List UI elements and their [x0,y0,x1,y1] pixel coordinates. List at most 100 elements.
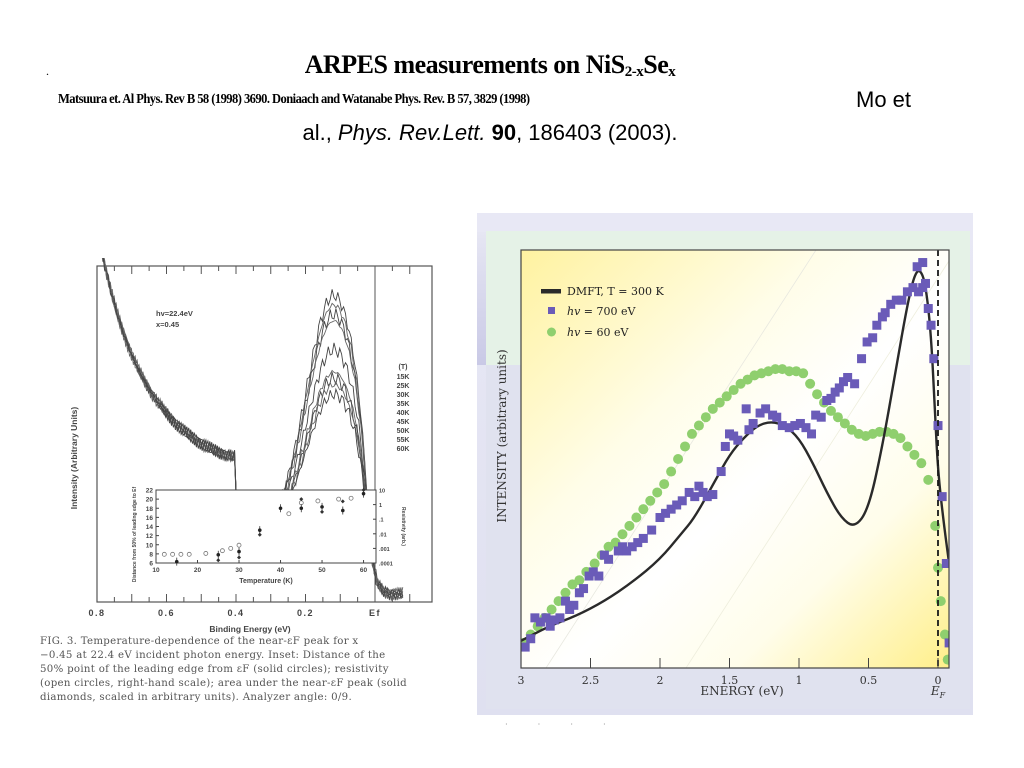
citation-line-1: Matsuura et. Al Phys. Rev B 58 (1998) 36… [58,87,911,112]
inset-solid-diamond [340,499,345,504]
slide-title: ARPES measurements on NiS2-xSex [0,50,980,81]
hv60-point [659,479,670,490]
x-tick-label: 0.5 [860,674,878,687]
hv700-point [672,500,682,510]
x-tick-label: 2 [657,674,664,687]
hv700-point [684,487,694,497]
hv700-point [929,354,939,364]
legend-entry: 35K [397,401,410,408]
legend-entry: 40K [397,410,410,417]
left-chart-svg: Intensity (Arbitrary Units) hv=22.4eV x=… [69,219,433,634]
hv700-point [826,393,836,403]
inset-solid-diamond [299,497,304,502]
hv60-point [680,441,691,452]
left-x-axis-label: Binding Energy (eV) [209,624,290,634]
hv700-point [795,418,805,428]
citation-references: Matsuura et. Al Phys. Rev B 58 (1998) 36… [58,91,530,106]
hv60-point [631,512,642,523]
hv700-point [694,481,704,491]
inset-y-axis-label: Distance from 50% of leading edge to Ef [132,487,138,583]
inset-chart: 6 8 10 12 14 16 18 20 22 10 1 .1 .01 .001 .0001 10 20 30 4… [132,487,406,585]
hv60-point [624,520,635,531]
legend-dmft-label: DMFT, T = 300 K [567,285,664,298]
hv700-point [526,634,536,644]
hv60-point [874,426,885,437]
inset-open-circle [236,542,242,548]
hv60-point [916,458,927,469]
inset-y-tick-label: 18 [146,506,154,513]
hv700-point [720,441,730,451]
hv700-point [843,372,853,382]
citation-journal: Phys. Rev.Lett. [337,120,486,145]
caption-line: 50% point of the leading edge from εF (s… [40,664,389,675]
citation-mo-et: Mo et [856,87,912,112]
hv700-point [926,320,936,330]
inset-open-circle [203,551,209,556]
inset-solid-circle [174,559,179,564]
fermi-energy-label: EF [930,684,946,700]
inset-open-circle [228,545,234,551]
hv60-point [784,366,795,377]
right-plot-background [521,250,949,668]
title-mid: Se [643,50,669,79]
inset-solid-circle [320,505,324,509]
hv700-point [790,421,800,431]
hv700-point [755,408,765,418]
inset-solid-circle [237,549,241,554]
x-tick-label: 0 [935,674,942,687]
hv700-point [920,278,930,288]
hv700-point [530,613,540,623]
hv700-point [941,559,949,568]
caption-line: diamonds, scaled in arbitrary units). An… [40,692,352,703]
caption-line: (open circles, right-hand scale); area u… [40,678,407,689]
hv700-point [744,425,754,435]
hv700-point [902,287,912,297]
temperature-legend: (T) 15K 25K 30K 35K 40K 45K 50K 55K 60K [397,364,410,453]
left-ticks [96,266,411,602]
inset-y2-tick-label: 1 [379,503,382,509]
hv700-point [627,542,637,552]
hv700-point [569,600,579,610]
x-tick-label: 0.6 [158,608,175,618]
inset-solid-diamond [216,558,221,563]
inset-y2-tick-label: .01 [379,532,387,538]
inset-y2-tick-label: .0001 [379,562,393,568]
inset-solid-diamond [361,488,366,492]
citation-suffix: , 186403 (2003). [516,120,678,145]
hv700-point [555,613,565,623]
hv700-point [690,492,700,502]
inset-frame [155,489,377,564]
legend-hv700-label: hv = 700 eV [567,305,637,318]
hv700-point [733,435,743,445]
right-chart-svg: 3 2.5 2 1.5 1 0.5 0 ENERGY (eV) EF INTENSITY (… [495,249,950,700]
inset-x-tick-label: 40 [277,567,285,574]
right-x-ticks: 3 2.5 2 1.5 1 0.5 0 [518,658,942,687]
hv700-point [880,308,890,318]
inset-open-circle [178,551,184,557]
hv60-point [673,454,684,464]
hv700-point [923,304,933,314]
hv700-point [560,596,570,606]
hv700-point [661,508,671,518]
inset-x-tick-label: 60 [360,567,368,574]
x-tick-label: 0.8 [88,608,105,618]
hv700-point [594,571,604,581]
inset-y-tick-label: 10 [146,542,154,549]
hv60-point [700,412,711,423]
legend-entry: 60K [397,446,410,453]
right-x-axis-label: ENERGY (eV) [700,684,783,698]
x-tick-label: Ef [369,608,381,618]
hv700-point [937,492,947,502]
inset-solid-circle [340,508,345,513]
right-plot-frame [520,249,950,669]
left-plot-frame [96,265,433,603]
hv60-point [933,562,943,573]
hv60-point [812,389,823,400]
legend-entry: 45K [397,419,410,426]
hv700-point [777,421,787,431]
hv60-point [728,385,739,396]
inset-solid-circle [216,552,221,557]
inset-y-tick-label: 6 [149,561,153,568]
hv700-point [638,533,648,543]
